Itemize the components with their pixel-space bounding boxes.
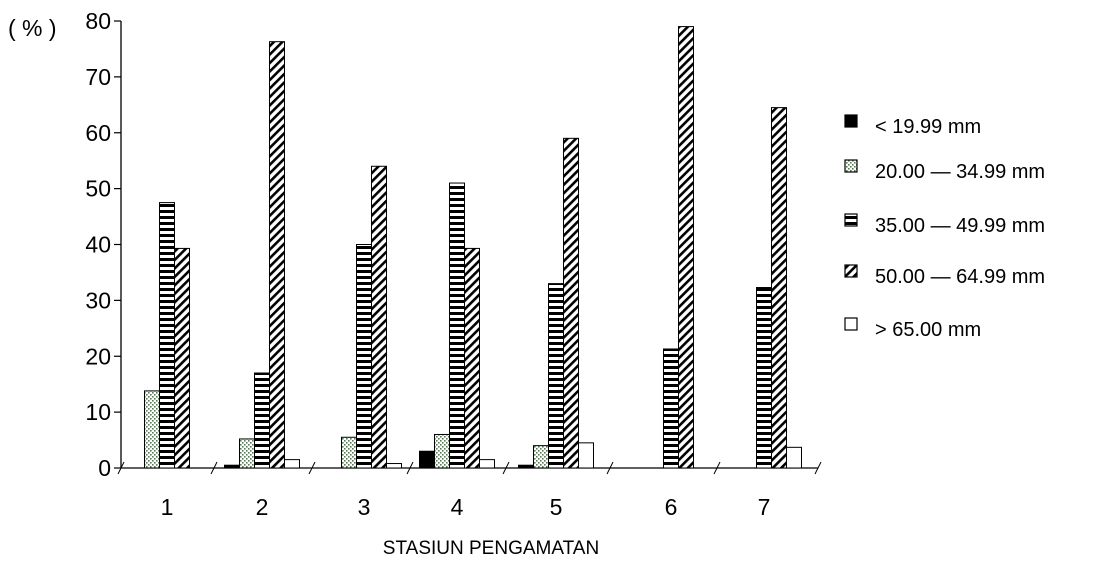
x-category-label: 1	[161, 494, 174, 520]
y-tick-label: 70	[85, 64, 111, 90]
x-category-label: 2	[256, 494, 269, 520]
legend-label: > 65.00 mm	[875, 319, 981, 341]
bar-station-5-series-5	[578, 442, 594, 469]
bar-station-5-series-1	[518, 464, 534, 469]
legend-swatch	[844, 114, 858, 128]
legend-label: 35.00 — 49.99 mm	[875, 215, 1045, 237]
bar-station-7-series-3	[756, 287, 772, 469]
x-separator-tick	[502, 461, 510, 475]
y-tick-label: 60	[85, 120, 111, 146]
x-separator-tick	[308, 461, 316, 475]
x-labels: 1 2 3 4 5 6 7	[161, 494, 771, 520]
legend-swatch	[844, 264, 858, 278]
bar-station-4-series-1	[419, 450, 435, 469]
bar-station-2-series-1	[224, 464, 240, 469]
bars	[144, 26, 802, 469]
y-tick-label: 30	[85, 287, 111, 313]
bar-station-2-series-4	[269, 41, 285, 469]
bar-station-2-series-2	[239, 438, 255, 469]
bar-station-3-series-3	[356, 244, 372, 469]
legend-swatch	[844, 213, 858, 227]
legend-label: < 19.99 mm	[875, 116, 981, 138]
y-tick-label: 80	[85, 8, 111, 34]
bar-station-5-series-2	[533, 445, 549, 469]
bar-station-6-series-3	[663, 348, 679, 469]
bar-station-3-series-5	[386, 463, 402, 469]
bar-station-1-series-3	[159, 202, 175, 469]
bar-station-1-series-2	[144, 390, 160, 469]
bar-station-7-series-4	[771, 107, 787, 469]
y-tick-label: 0	[98, 455, 111, 481]
bar-station-5-series-4	[563, 137, 579, 469]
bar-station-4-series-5	[479, 459, 495, 469]
x-category-label: 3	[358, 494, 371, 520]
bar-station-7-series-5	[786, 446, 802, 469]
x-separator-tick	[406, 461, 414, 475]
bar-station-4-series-3	[449, 182, 465, 469]
bar-station-4-series-4	[464, 247, 480, 469]
bar-station-3-series-4	[371, 165, 387, 469]
bar-station-5-series-3	[548, 283, 564, 469]
bar-station-2-series-3	[254, 372, 270, 469]
x-axis-title: STASIUN PENGAMATAN	[383, 538, 599, 559]
x-category-label: 5	[550, 494, 563, 520]
bar-station-6-series-4	[678, 26, 694, 469]
y-axis-title: ( % )	[8, 15, 57, 41]
y-tick-label: 50	[85, 176, 111, 202]
x-category-label: 6	[665, 494, 678, 520]
legend: < 19.99 mm 20.00 — 34.99 mm 35.00 — 49.99 …	[844, 114, 1045, 341]
x-category-label: 4	[451, 494, 464, 520]
y-tick-label: 10	[85, 399, 111, 425]
bar-station-4-series-2	[434, 433, 450, 469]
legend-swatch	[844, 317, 858, 331]
x-separator-tick	[713, 461, 721, 475]
legend-label: 50.00 — 64.99 mm	[875, 266, 1045, 288]
legend-swatch	[844, 159, 858, 173]
bar-station-3-series-2	[341, 436, 357, 469]
x-separator-tick	[606, 461, 614, 475]
y-tick-label: 40	[85, 232, 111, 258]
legend-label: 20.00 — 34.99 mm	[875, 161, 1045, 183]
x-separator-tick	[814, 461, 822, 475]
y-ticks: 0 10 20 30 40 50 60 70 80	[85, 8, 121, 481]
bar-station-2-series-5	[284, 459, 300, 469]
x-separator-tick	[210, 461, 218, 475]
bar-station-1-series-4	[174, 247, 190, 469]
x-category-label: 7	[758, 494, 771, 520]
y-tick-label: 20	[85, 343, 111, 369]
